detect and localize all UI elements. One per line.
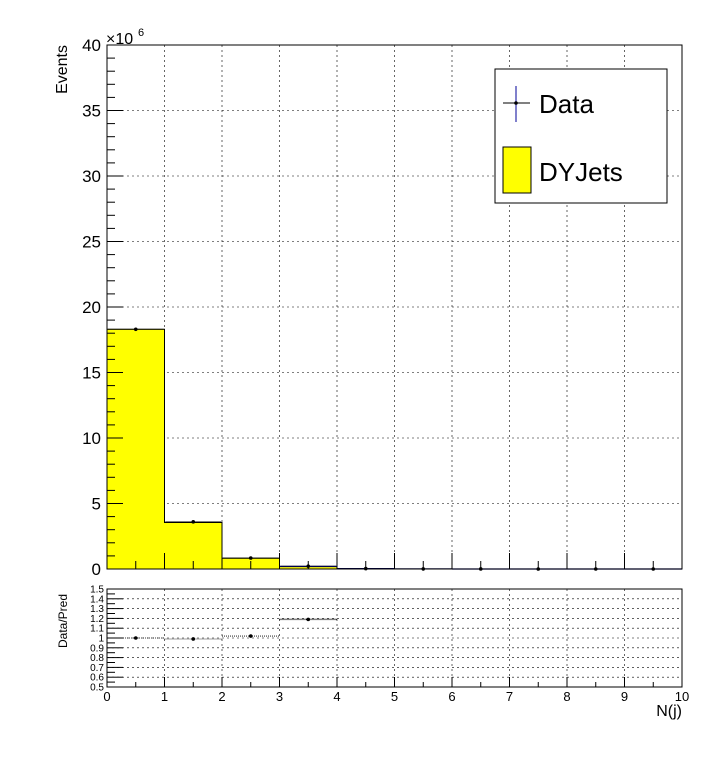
main-ytick-label: 0 [92,560,101,579]
ratio-ytick-label: 1.4 [90,594,104,605]
legend-data-marker-icon [514,101,518,105]
ratio-xtick-label: 2 [218,689,225,704]
ratio-ytick-label: 1.3 [90,604,104,615]
x-axis-title: N(j) [656,703,682,720]
ratio-ytick-label: 0.9 [90,643,104,654]
data-point [191,520,196,524]
ratio-tick-labels: 0.50.60.70.80.911.11.21.31.41.50 1 2 3 4 5 6 7 8… [90,585,689,705]
ratio-xtick-label: 9 [621,689,628,704]
y-exponent-base: ×10 [106,31,133,48]
ratio-ytick-label: 0.5 [90,683,104,694]
ratio-axes [106,588,683,688]
data-point [133,327,138,332]
legend-entry-data: Data [539,89,594,119]
data-point [248,556,253,560]
ratio-ytick-label: 0.7 [90,663,104,674]
ratio-xtick-label: 5 [391,689,398,704]
ratio-point [306,617,311,622]
ratio-y-axis-title: Data/Pred [56,594,70,648]
legend-dyjets-swatch [502,146,532,194]
y-exponent-power: 6 [138,27,144,39]
mc-bar [107,329,165,569]
y-axis-title: Events [54,45,71,94]
legend-entry-dyjets: DYJets [539,157,623,187]
ratio-grid [107,589,682,687]
main-ytick-label: 25 [82,233,101,252]
ratio-xtick-label: 3 [276,689,283,704]
ratio-xtick-label: 4 [333,689,340,704]
main-grid [107,45,682,569]
ratio-points [133,617,311,641]
ratio-ytick-label: 0.6 [90,673,104,684]
main-ytick-label: 35 [82,102,101,121]
main-ytick-label: 15 [82,364,101,383]
main-axes [106,44,683,570]
ratio-xtick-label: 7 [506,689,513,704]
ratio-ytick-label: 1.1 [90,624,104,635]
ratio-ytick-label: 1.5 [90,585,104,596]
main-ytick-label: 40 [82,36,101,55]
legend: Data DYJets [494,68,668,204]
main-ytick-label: 20 [82,298,101,317]
ratio-ytick-label: 1 [98,634,104,645]
ratio-xtick-label: 1 [161,689,168,704]
main-ytick-label: 5 [92,495,101,514]
ratio-ytick-label: 1.2 [90,614,104,625]
ratio-point [191,637,196,641]
ratio-ytick-label: 0.8 [90,653,104,664]
main-ytick-label: 10 [82,429,101,448]
main-tick-labels: 0 5 10 15 20 25 30 35 40 [82,36,101,579]
ratio-xtick-label: 10 [675,689,689,704]
ratio-point [133,636,138,640]
main-ytick-label: 30 [82,167,101,186]
ratio-xtick-label: 8 [563,689,570,704]
ratio-xtick-label: 0 [103,689,110,704]
ratio-xtick-label: 6 [448,689,455,704]
ratio-point [248,634,253,638]
